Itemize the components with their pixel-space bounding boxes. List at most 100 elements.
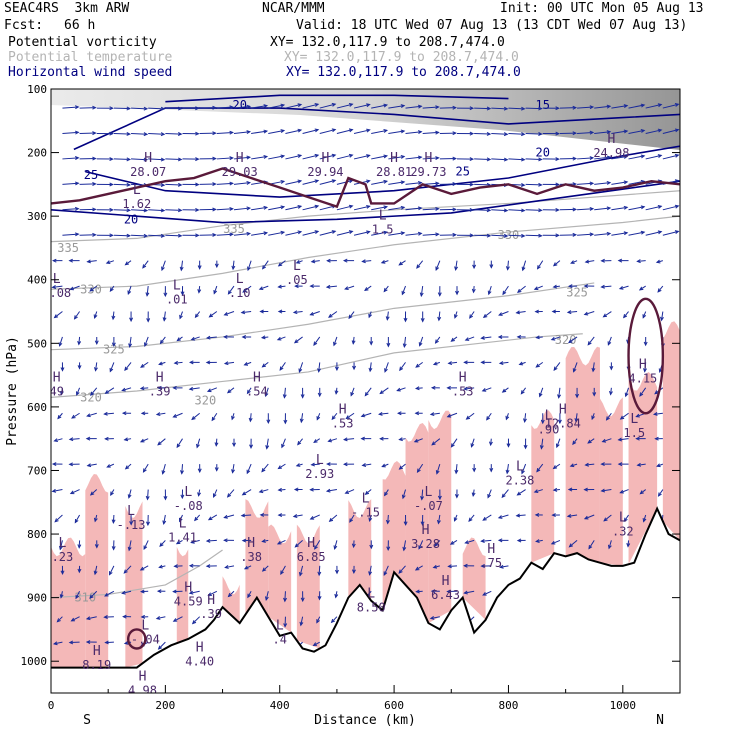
wind-label: 25: [84, 168, 98, 182]
wind-vector: [508, 107, 525, 110]
wind-vector-head: [551, 309, 557, 314]
marker-value: 4.40: [185, 655, 214, 669]
wind-vector-head: [298, 368, 303, 373]
wind-vector-head: [195, 182, 200, 187]
marker-L: L: [545, 409, 553, 424]
wind-vector-head: [638, 286, 644, 291]
wind-vector-head: [480, 539, 485, 543]
wind-vector-head: [249, 444, 254, 450]
wind-vector: [573, 362, 578, 372]
wind-vector-head: [660, 316, 664, 322]
wind-vector: [388, 105, 405, 109]
wind-vector: [62, 157, 79, 160]
wind-vector-head: [606, 231, 612, 236]
wind-vector-head: [59, 594, 64, 599]
wind-vector-head: [129, 317, 134, 323]
wind-vector-head: [69, 286, 75, 291]
wind-vector: [283, 387, 286, 398]
y-tick-label: 700: [27, 464, 47, 477]
wind-vector-head: [521, 132, 526, 137]
wind-vector-head: [156, 589, 162, 594]
theta-label: 320: [555, 333, 577, 347]
theta-contour-335: [51, 190, 680, 243]
wind-vector: [189, 590, 200, 594]
wind-vector-head: [309, 311, 314, 316]
wind-vector: [606, 412, 612, 421]
marker-value: 1.5: [372, 222, 394, 236]
wind-vector-head: [535, 539, 540, 543]
wind-vector-head: [105, 260, 111, 265]
wind-vector: [113, 133, 130, 135]
wind-vector: [89, 590, 98, 599]
wind-vector-head: [226, 389, 232, 394]
wind-vector-head: [435, 232, 440, 237]
wind-vector-head: [299, 418, 304, 424]
wind-vector-head: [521, 469, 525, 475]
marker-H: H: [487, 542, 495, 557]
wind-vector-head: [280, 154, 286, 159]
wind-vector: [224, 311, 235, 316]
wind-vector: [207, 336, 217, 339]
wind-vector-head: [54, 518, 59, 523]
wind-vector: [422, 208, 439, 211]
wind-vector: [57, 616, 63, 623]
wind-vector-head: [173, 360, 179, 365]
wind-vector-head: [381, 463, 386, 468]
wind-vector-head: [172, 589, 177, 594]
theta-label: 320: [195, 394, 217, 408]
wind-vector: [491, 107, 508, 110]
wind-vector: [594, 131, 611, 135]
wind-vector-head: [463, 590, 468, 595]
wind-vector-head: [314, 103, 320, 107]
wind-vector-head: [606, 130, 612, 135]
wind-vector-head: [418, 342, 423, 347]
wind-vector: [163, 311, 166, 321]
wind-vector-head: [331, 230, 337, 234]
wind-vector: [216, 157, 233, 160]
wind-vector-head: [51, 462, 57, 467]
wind-vector-head: [350, 391, 355, 397]
wind-vector: [131, 133, 148, 135]
wind-vector-head: [104, 390, 110, 394]
wind-vector-head: [400, 154, 406, 159]
wind-vector: [469, 311, 475, 319]
wind-vector-head: [517, 288, 522, 293]
wind-vector-head: [497, 515, 503, 519]
wind-vector-head: [557, 394, 562, 399]
wind-vector-head: [246, 180, 252, 185]
wind-vector: [344, 438, 355, 441]
wind-vector-head: [619, 489, 624, 494]
wind-vector: [507, 260, 509, 270]
wind-vector: [216, 208, 233, 211]
wind-vector-head: [214, 442, 219, 447]
wind-vector: [465, 539, 475, 544]
field-name-pv: Potential vorticity: [8, 35, 157, 50]
wind-vector-head: [74, 518, 79, 524]
wind-vector: [551, 539, 561, 545]
wind-vector: [179, 514, 183, 522]
wind-contour-20: [51, 180, 680, 224]
wind-vector-head: [380, 259, 386, 264]
wind-vector: [369, 362, 372, 372]
wind-vector: [585, 260, 595, 263]
wind-vector-head: [297, 179, 303, 184]
wind-vector-head: [589, 105, 595, 110]
marker-H: H: [156, 370, 164, 385]
wind-vector-head: [446, 589, 451, 594]
wind-vector: [525, 234, 542, 237]
wind-vector: [608, 540, 612, 549]
wind-vector: [451, 438, 458, 448]
wind-vector-head: [294, 284, 299, 289]
wind-vector-head: [317, 392, 322, 398]
wind-vector-head: [606, 104, 612, 109]
wind-vector-head: [179, 266, 184, 272]
wind-vector: [159, 540, 166, 547]
wind-vector-head: [207, 516, 213, 521]
wind-vector-head: [259, 512, 265, 517]
wind-vector: [161, 260, 166, 271]
wind-vector-head: [177, 106, 183, 111]
wind-vector-head: [69, 490, 75, 495]
field-xy-pv: XY= 132.0,117.9 to 208.7,474.0: [270, 35, 505, 50]
wind-vector-head: [227, 290, 232, 295]
wind-vector-head: [77, 544, 82, 549]
